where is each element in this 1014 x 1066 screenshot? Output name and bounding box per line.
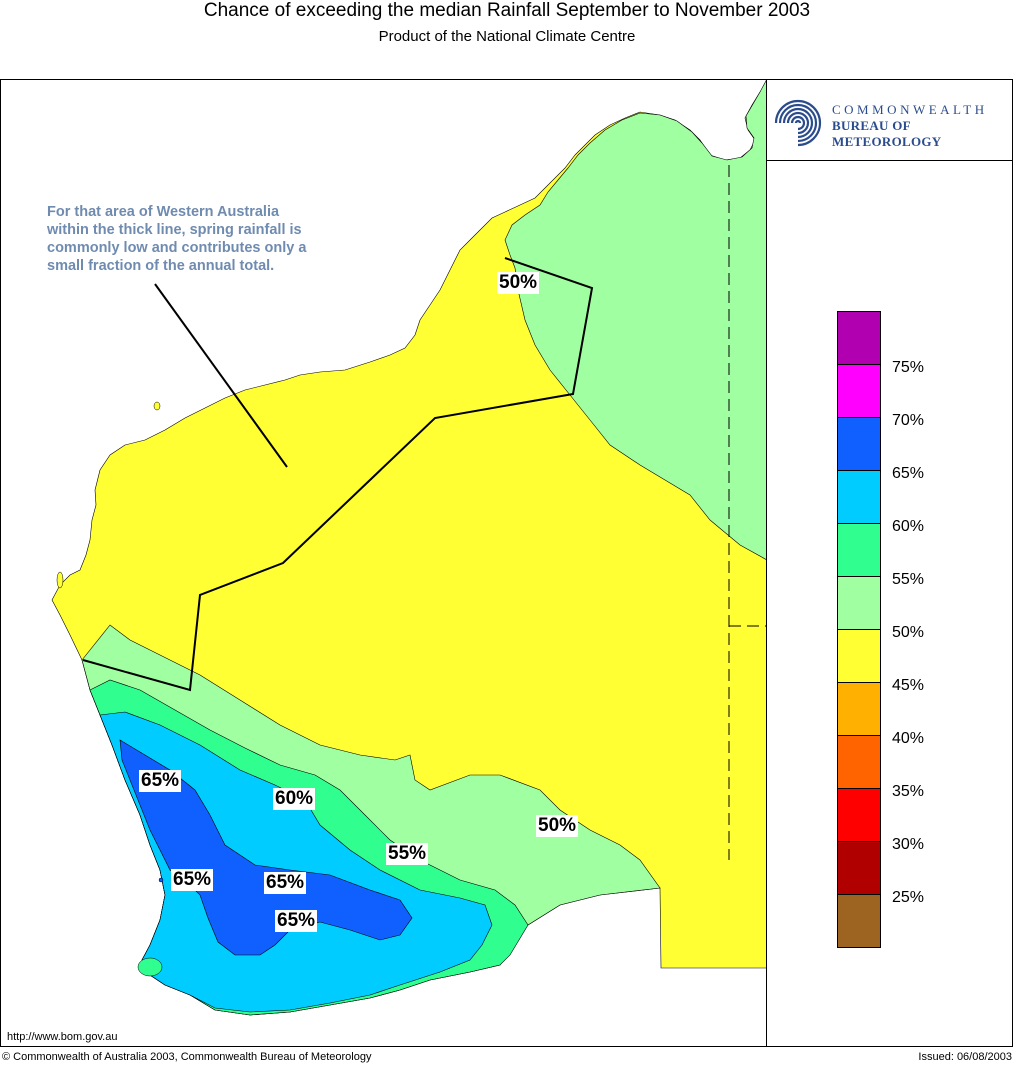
legend-label: 70%	[892, 412, 925, 429]
low-rainfall-boundary	[82, 257, 594, 692]
legend-label: 25%	[892, 889, 925, 906]
legend-label: 45%	[892, 677, 925, 694]
legend-label: 55%	[892, 571, 925, 588]
blue-zone	[119, 739, 413, 956]
contour-label: 60%	[273, 788, 316, 810]
contour-label: 65%	[275, 910, 318, 932]
logo-line1: COMMONWEALTH	[832, 102, 988, 117]
legend-swatch	[837, 417, 881, 471]
map-title: Chance of exceeding the median Rainfall …	[203, 0, 811, 21]
contour-label: 50%	[536, 815, 579, 837]
issued-date: Issued: 06/08/2003	[918, 1051, 1012, 1063]
island	[56, 571, 64, 589]
legend-swatch	[837, 523, 881, 577]
legend-swatch	[837, 576, 881, 630]
annotation-pointer	[154, 283, 288, 468]
legend-label: 50%	[892, 624, 925, 641]
island	[158, 877, 164, 883]
panel-divider	[766, 79, 767, 1047]
contour-label: 50%	[497, 272, 540, 294]
contour-label: 65%	[139, 770, 182, 792]
legend-swatch	[837, 841, 881, 895]
legend-label: 65%	[892, 465, 925, 482]
legend-swatch	[837, 735, 881, 789]
legend-swatch	[837, 629, 881, 683]
legend-label: 75%	[892, 359, 925, 376]
website-url[interactable]: http://www.bom.gov.au	[7, 1031, 118, 1043]
legend-colorbar	[837, 311, 881, 948]
logo-divider	[766, 160, 1013, 161]
legend-swatch	[837, 894, 881, 948]
legend-swatch	[837, 788, 881, 842]
rainfall-map	[51, 79, 767, 1016]
logo-line2: BUREAU OF METEOROLOGY	[832, 118, 942, 149]
legend-label: 35%	[892, 783, 925, 800]
legend-swatch	[837, 364, 881, 418]
legend-label: 40%	[892, 730, 925, 747]
legend-label: 60%	[892, 518, 925, 535]
bom-swirl-icon	[774, 99, 822, 147]
northern-light-green-zone	[504, 79, 767, 561]
legend-swatch	[837, 682, 881, 736]
legend-label: 30%	[892, 836, 925, 853]
legend-swatch	[837, 311, 881, 365]
contour-label: 65%	[171, 869, 214, 891]
copyright-text: © Commonwealth of Australia 2003, Common…	[2, 1051, 372, 1063]
map-subtitle: Product of the National Climate Centre	[378, 28, 636, 45]
contour-label: 55%	[386, 843, 429, 865]
island	[137, 957, 163, 977]
legend-swatch	[837, 470, 881, 524]
island	[153, 401, 161, 411]
annotation-text: For that area of Western Australia withi…	[47, 204, 307, 274]
contour-label: 65%	[264, 872, 307, 894]
